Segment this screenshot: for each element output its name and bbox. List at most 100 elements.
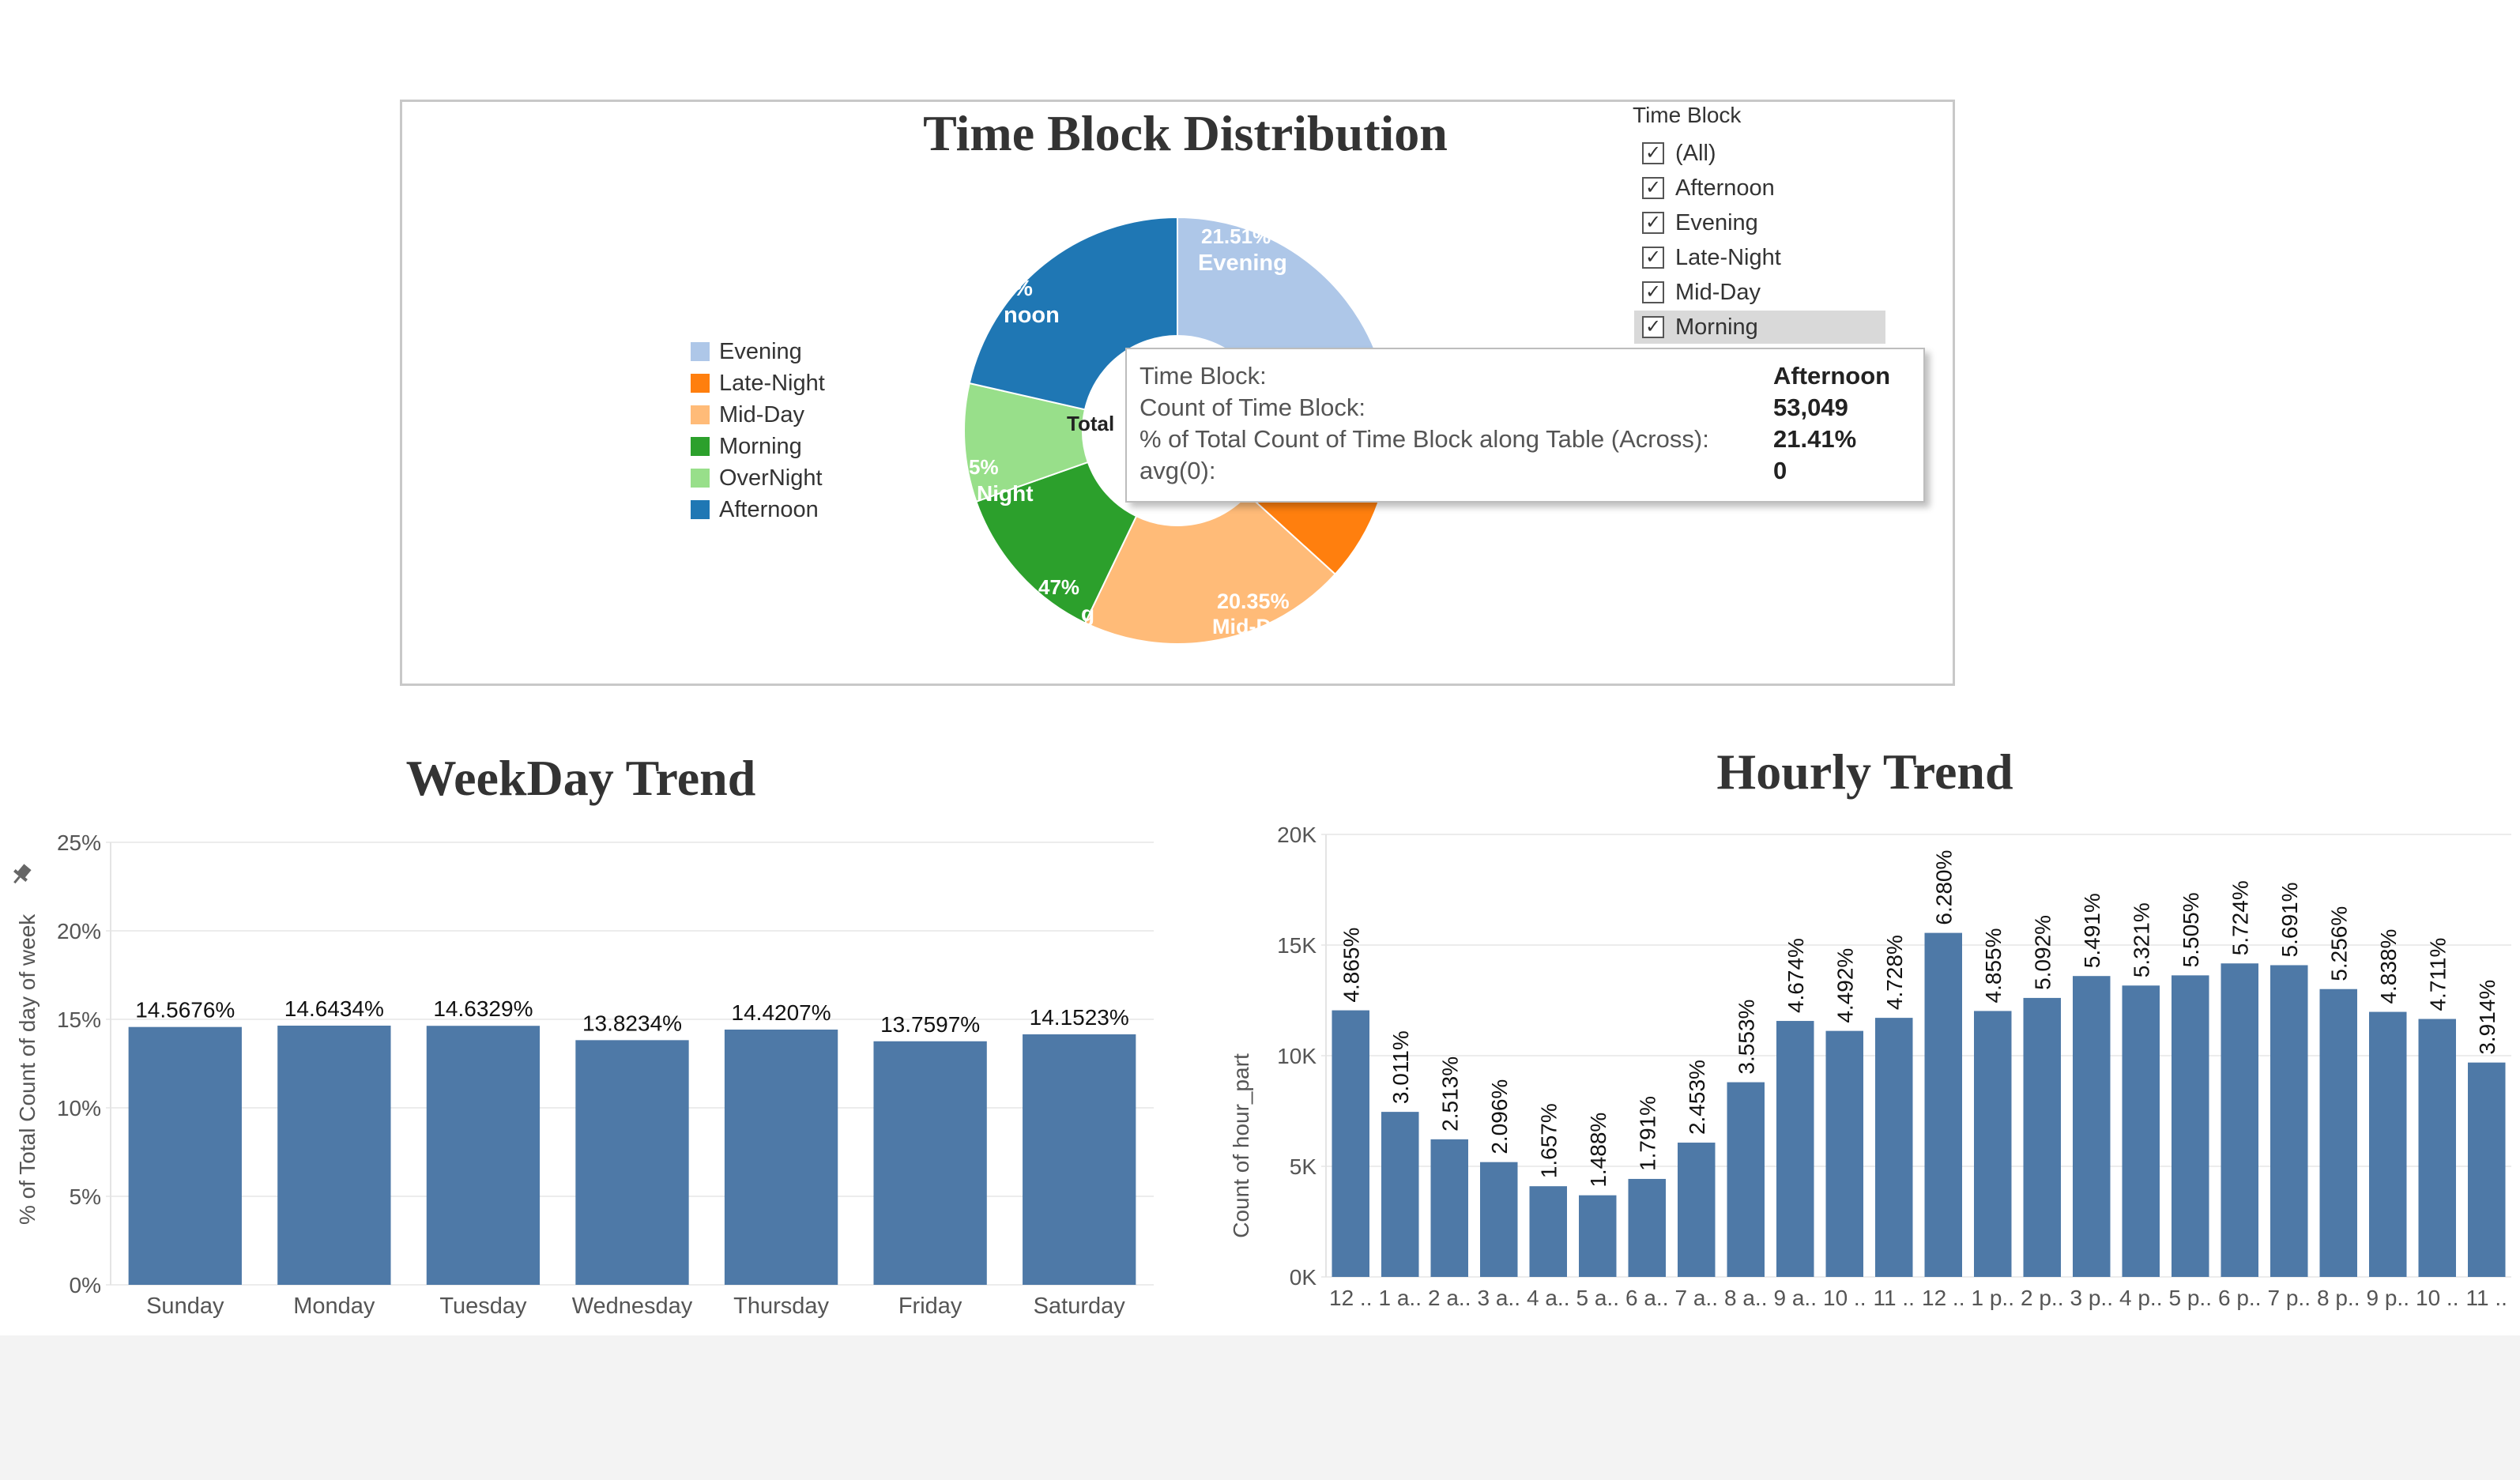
hourly-data-label: 2.096% <box>1487 1079 1512 1154</box>
hourly-x-tick-label: 7 p.. <box>2268 1286 2311 1310</box>
weekday-x-tick-label: Thursday <box>733 1294 829 1319</box>
hourly-data-label: 4.674% <box>1784 938 1808 1013</box>
hourly-data-label: 5.256% <box>2326 906 2351 981</box>
checkbox-icon[interactable]: ✓ <box>1642 177 1664 199</box>
legend-item-late-night[interactable]: Late-Night <box>691 367 825 399</box>
hourly-y-tick-label: 20K <box>1277 823 1317 847</box>
hourly-data-label: 4.855% <box>1981 928 2006 1003</box>
hourly-bar[interactable] <box>2418 1019 2457 1277</box>
hourly-data-label: 3.011% <box>1388 1030 1413 1104</box>
hourly-x-tick-label: 3 p.. <box>2070 1286 2113 1310</box>
hourly-bar[interactable] <box>1727 1082 1765 1277</box>
hourly-bar[interactable] <box>1430 1139 1469 1277</box>
hourly-chart-title: Hourly Trend <box>1716 744 2013 800</box>
hourly-bar[interactable] <box>1825 1030 1864 1277</box>
hourly-bar[interactable] <box>1875 1018 1913 1277</box>
hourly-data-label: 2.453% <box>1685 1060 1709 1135</box>
legend-label: Afternoon <box>719 496 819 522</box>
legend-label: Morning <box>719 433 802 459</box>
checkbox-icon[interactable]: ✓ <box>1642 247 1664 269</box>
hourly-x-tick-label: 5 p.. <box>2169 1286 2212 1310</box>
hourly-x-tick-label: 7 a.. <box>1675 1286 1718 1310</box>
weekday-x-tick-label: Sunday <box>146 1294 224 1319</box>
weekday-bar[interactable] <box>128 1026 242 1285</box>
filter-option-label: Morning <box>1675 314 1758 340</box>
hourly-x-tick-label: 12 .. <box>1329 1286 1372 1310</box>
slice-label-evening-name: Evening <box>1198 250 1287 276</box>
weekday-bar-chart: 14.5676% 14.6434% 14.6329% 13.8234% 14.4207%… <box>9 830 1154 1319</box>
legend-item-overnight[interactable]: OverNight <box>691 462 823 494</box>
tooltip-label-avg: avg(0): <box>1139 457 1216 484</box>
filter-option-mid-day[interactable]: ✓ Mid-Day <box>1634 276 1885 309</box>
hourly-bar[interactable] <box>2369 1011 2407 1277</box>
hourly-bar[interactable] <box>1332 1010 1370 1277</box>
hourly-x-tick-label: 3 a.. <box>1478 1286 1520 1310</box>
legend-item-evening[interactable]: Evening <box>691 336 802 367</box>
hourly-y-tick-label: 0K <box>1290 1265 1317 1290</box>
weekday-bar[interactable] <box>277 1025 391 1285</box>
hourly-bar[interactable] <box>1776 1021 1814 1277</box>
hourly-x-tick-label: 12 .. <box>1922 1286 1964 1310</box>
weekday-x-tick-label: Tuesday <box>439 1294 527 1319</box>
weekday-data-label: 13.7597% <box>880 1012 980 1037</box>
legend-swatch <box>691 405 710 424</box>
filter-option-morning[interactable]: ✓ Morning <box>1634 311 1885 344</box>
hourly-data-label: 5.691% <box>2277 883 2302 958</box>
legend-label: Mid-Day <box>719 401 804 427</box>
hourly-bar[interactable] <box>2172 975 2209 1277</box>
filter-option-evening[interactable]: ✓ Evening <box>1634 206 1885 239</box>
legend-swatch <box>691 500 710 519</box>
weekday-data-label: 14.6434% <box>284 996 384 1021</box>
hourly-data-label: 3.553% <box>1734 1000 1758 1075</box>
hourly-bar[interactable] <box>1628 1178 1667 1277</box>
checkbox-icon[interactable]: ✓ <box>1642 142 1664 164</box>
pin-icon[interactable] <box>9 862 34 888</box>
filter-option-afternoon[interactable]: ✓ Afternoon <box>1634 171 1885 205</box>
hourly-x-tick-label: 10 .. <box>2416 1286 2458 1310</box>
filter-option-all[interactable]: ✓ (All) <box>1634 137 1885 170</box>
hourly-bar[interactable] <box>1529 1186 1568 1277</box>
hourly-bar[interactable] <box>1924 932 1963 1277</box>
hourly-x-tick-label: 11 .. <box>2466 1286 2507 1310</box>
legend-item-morning[interactable]: Morning <box>691 431 802 462</box>
weekday-data-label: 13.8234% <box>582 1011 682 1035</box>
hourly-y-axis-label: Count of hour_part <box>1229 1053 1253 1238</box>
hourly-x-tick-label: 8 p.. <box>2317 1286 2360 1310</box>
hourly-x-tick-label: 4 a.. <box>1527 1286 1569 1310</box>
hourly-bar[interactable] <box>2122 985 2160 1277</box>
hourly-bar[interactable] <box>1579 1195 1617 1277</box>
weekday-bar[interactable] <box>426 1026 541 1285</box>
weekday-bar[interactable] <box>1023 1034 1136 1285</box>
weekday-y-tick-label: 25% <box>57 830 101 855</box>
hourly-bar[interactable] <box>2221 963 2259 1277</box>
hourly-bar[interactable] <box>1974 1011 2012 1277</box>
filter-option-label: (All) <box>1675 140 1716 166</box>
weekday-bar[interactable] <box>724 1029 838 1285</box>
checkbox-icon[interactable]: ✓ <box>1642 281 1664 303</box>
legend-item-afternoon[interactable]: Afternoon <box>691 494 819 525</box>
hourly-bar[interactable] <box>1678 1143 1716 1277</box>
weekday-y-tick-label: 15% <box>57 1007 101 1032</box>
hourly-bar[interactable] <box>2073 976 2111 1277</box>
hourly-bar[interactable] <box>2319 989 2358 1277</box>
weekday-chart-title: WeekDay Trend <box>405 750 756 806</box>
filter-option-late-night[interactable]: ✓ Late-Night <box>1634 241 1885 274</box>
weekday-bar[interactable] <box>575 1040 689 1285</box>
hourly-bar[interactable] <box>2468 1062 2506 1277</box>
checkbox-icon[interactable]: ✓ <box>1642 316 1664 338</box>
hourly-data-label: 5.505% <box>2179 892 2203 967</box>
checkbox-icon[interactable]: ✓ <box>1642 212 1664 234</box>
hourly-bar[interactable] <box>2270 965 2308 1277</box>
hourly-data-label: 4.711% <box>2425 938 2450 1011</box>
legend-item-mid-day[interactable]: Mid-Day <box>691 399 804 431</box>
hourly-x-tick-label: 6 p.. <box>2218 1286 2261 1310</box>
weekday-bar[interactable] <box>873 1041 987 1285</box>
hourly-bar[interactable] <box>1480 1162 1518 1277</box>
hourly-bar[interactable] <box>2023 997 2062 1277</box>
hourly-bar[interactable] <box>1381 1112 1419 1277</box>
slice-label-afternoon-name: noon <box>1004 303 1060 328</box>
hourly-bar-chart: 4.865% 3.011% 2.513% 2.096% 1.657% 1.488% 1.79… <box>1229 823 2511 1310</box>
weekday-x-tick-label: Saturday <box>1034 1294 1126 1319</box>
hourly-x-tick-label: 2 p.. <box>2021 1286 2063 1310</box>
hourly-data-label: 1.488% <box>1586 1113 1610 1188</box>
